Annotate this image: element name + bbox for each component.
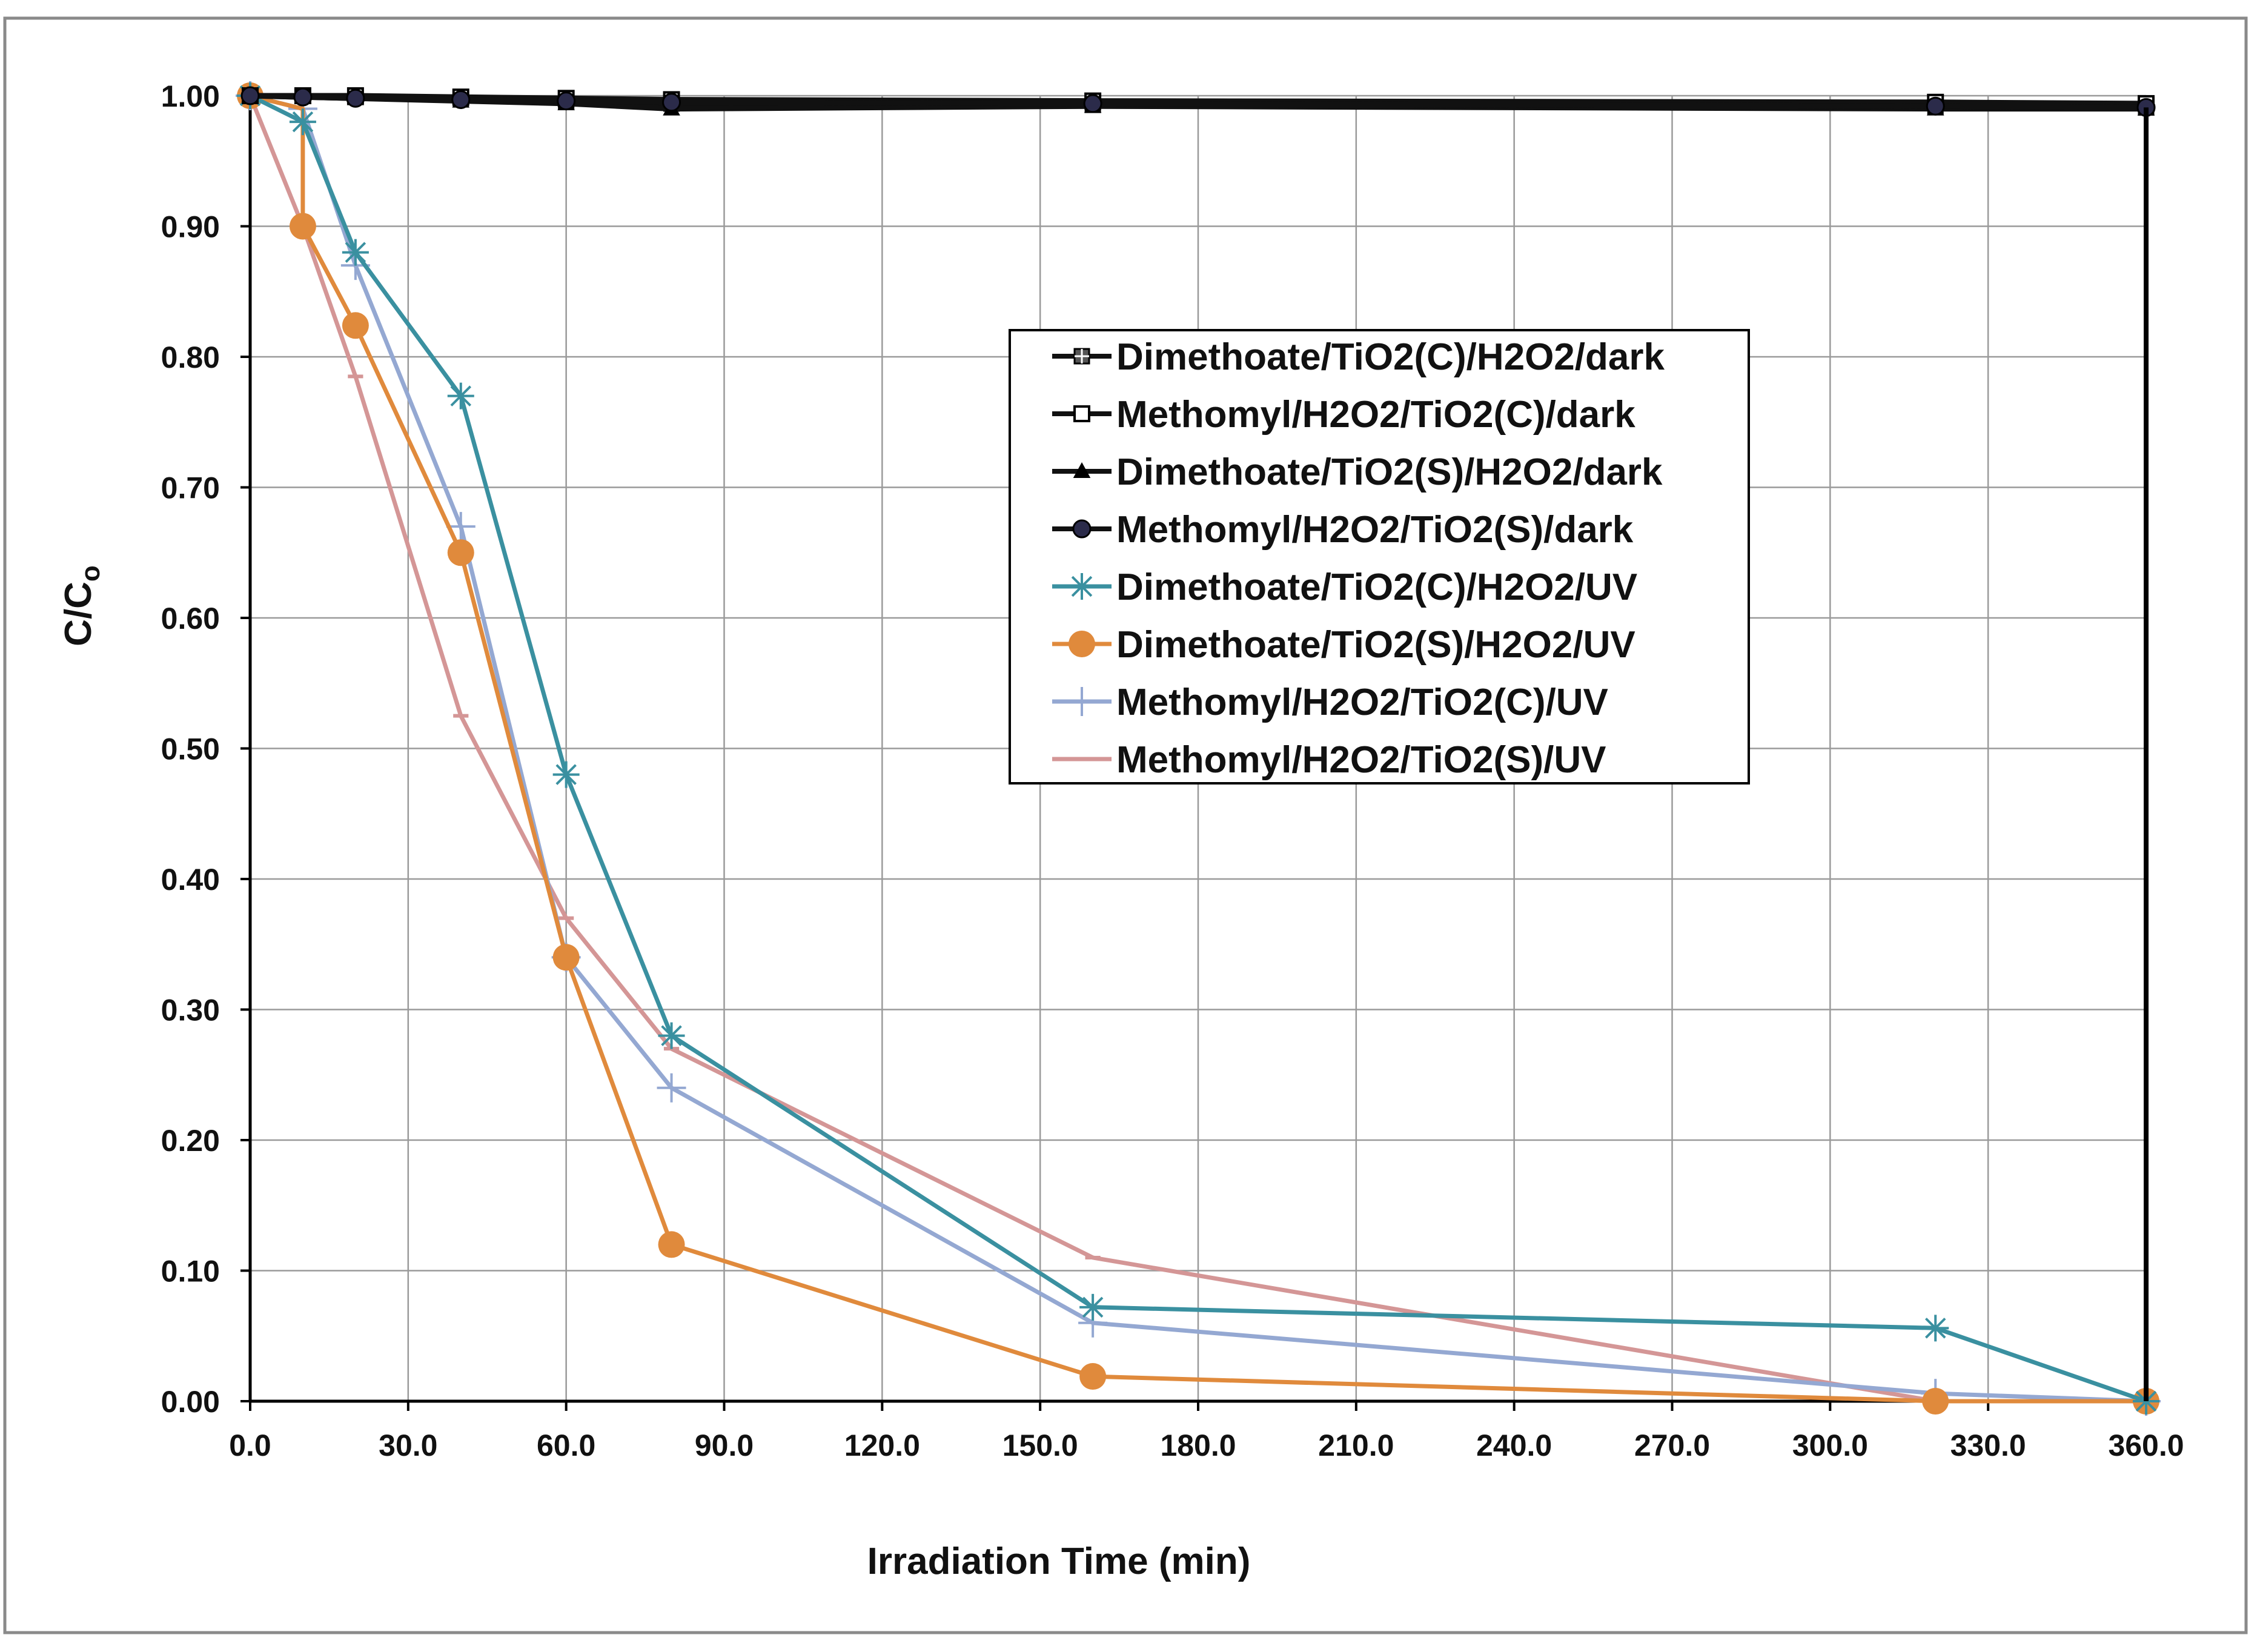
- legend-item: Methomyl/H2O2/TiO2(S)/dark: [1052, 509, 1634, 551]
- series-6: [237, 82, 2159, 1415]
- legend-marker: [1069, 631, 1095, 657]
- legend-item: Dimethoate/TiO2(S)/H2O2/UV: [1052, 624, 1635, 666]
- x-tick-label: 0.0: [229, 1428, 271, 1462]
- data-point: [557, 91, 576, 111]
- legend: Dimethoate/TiO2(C)/H2O2/dark Methomyl/H2O…: [1009, 329, 1750, 785]
- data-point: [1079, 1293, 1107, 1321]
- legend-marker: [1073, 405, 1090, 422]
- y-axis-title-group: C/Co: [58, 565, 105, 646]
- x-tick-label: 150.0: [1002, 1428, 1078, 1462]
- legend-marker: [1069, 573, 1095, 600]
- legend-label: Methomyl/H2O2/TiO2(S)/UV: [1116, 739, 1606, 781]
- data-point: [552, 761, 580, 788]
- x-tick-label: 90.0: [695, 1428, 754, 1462]
- y-tick-label: 0.70: [161, 471, 220, 505]
- data-point: [658, 1022, 685, 1049]
- y-tick-label: 0.10: [161, 1255, 220, 1289]
- y-tick-label: 0.00: [161, 1385, 220, 1419]
- x-tick-label: 360.0: [2108, 1428, 2184, 1462]
- legend-marker: [1067, 687, 1096, 716]
- y-tick-label: 1.00: [161, 79, 220, 113]
- x-tick-label: 300.0: [1792, 1428, 1868, 1462]
- data-point: [552, 944, 580, 971]
- data-point: [240, 86, 260, 105]
- data-point: [447, 382, 474, 410]
- y-axis-title-subscript: o: [76, 565, 105, 582]
- data-point: [342, 239, 369, 266]
- y-axis-title-main: C/C: [58, 582, 99, 646]
- legend-label: Methomyl/H2O2/TiO2(C)/dark: [1116, 394, 1635, 436]
- legend-item: Methomyl/H2O2/TiO2(S)/UV: [1052, 739, 1606, 781]
- data-point: [293, 87, 313, 107]
- legend-label: Dimethoate/TiO2(S)/H2O2/UV: [1116, 624, 1635, 666]
- legend-marker: [1073, 462, 1091, 479]
- data-point: [1083, 94, 1102, 113]
- legend-item: Methomyl/H2O2/TiO2(C)/dark: [1052, 394, 1635, 436]
- series-4: [240, 86, 2156, 117]
- y-tick-label: 0.90: [161, 210, 220, 244]
- legend-marker: [1073, 348, 1090, 365]
- x-tick-label: 330.0: [1950, 1428, 2026, 1462]
- legend-item: Dimethoate/TiO2(C)/H2O2/UV: [1052, 566, 1637, 608]
- legend-box: [1009, 329, 1750, 785]
- y-axis-title: C/Co: [58, 565, 105, 646]
- data-point: [1922, 1315, 1949, 1342]
- legend-item: Dimethoate/TiO2(C)/H2O2/dark: [1052, 336, 1665, 378]
- axes: [240, 95, 2147, 1411]
- y-tick-label: 0.60: [161, 602, 220, 635]
- y-tick-label: 0.40: [161, 863, 220, 897]
- x-tick-label: 240.0: [1476, 1428, 1552, 1462]
- y-tick-label: 0.30: [161, 994, 220, 1027]
- tick-labels: 0.0 30.0 60.0 90.0 120.0 150.0 180.0 210.0 240.0…: [161, 79, 2184, 1462]
- x-tick-label: 210.0: [1318, 1428, 1394, 1462]
- x-tick-label: 120.0: [844, 1428, 920, 1462]
- y-tick-label: 0.50: [161, 732, 220, 766]
- data-point: [1922, 1388, 1949, 1415]
- legend-label: Dimethoate/TiO2(S)/H2O2/dark: [1116, 451, 1663, 493]
- legend-item: Dimethoate/TiO2(S)/H2O2/dark: [1052, 451, 1663, 493]
- legend-label: Methomyl/H2O2/TiO2(S)/dark: [1116, 509, 1634, 551]
- series-layer: [236, 81, 2161, 1416]
- x-axis-title: Irradiation Time (min): [867, 1541, 1251, 1582]
- data-point: [662, 93, 681, 112]
- legend-label: Methomyl/H2O2/TiO2(C)/UV: [1116, 682, 1608, 723]
- x-tick-label: 180.0: [1160, 1428, 1236, 1462]
- series-line: [250, 93, 2146, 1404]
- data-point: [451, 90, 471, 109]
- data-point: [289, 108, 316, 136]
- legend-label: Dimethoate/TiO2(C)/H2O2/UV: [1116, 566, 1637, 608]
- x-tick-label: 30.0: [379, 1428, 437, 1462]
- legend-item: Methomyl/H2O2/TiO2(C)/UV: [1052, 682, 1608, 723]
- legend-label: Dimethoate/TiO2(C)/H2O2/dark: [1116, 336, 1665, 378]
- data-point: [1926, 96, 1945, 116]
- x-tick-label: 270.0: [1634, 1428, 1710, 1462]
- data-point: [658, 1231, 685, 1258]
- data-point: [342, 312, 369, 339]
- data-point: [289, 213, 316, 240]
- data-point: [447, 539, 474, 566]
- data-point: [657, 1073, 686, 1103]
- data-point: [1079, 1363, 1107, 1390]
- y-tick-label: 0.80: [161, 340, 220, 374]
- legend-marker: [1072, 519, 1092, 539]
- data-point: [346, 88, 365, 108]
- y-tick-label: 0.20: [161, 1124, 220, 1158]
- data-point: [446, 512, 476, 542]
- x-tick-label: 60.0: [537, 1428, 595, 1462]
